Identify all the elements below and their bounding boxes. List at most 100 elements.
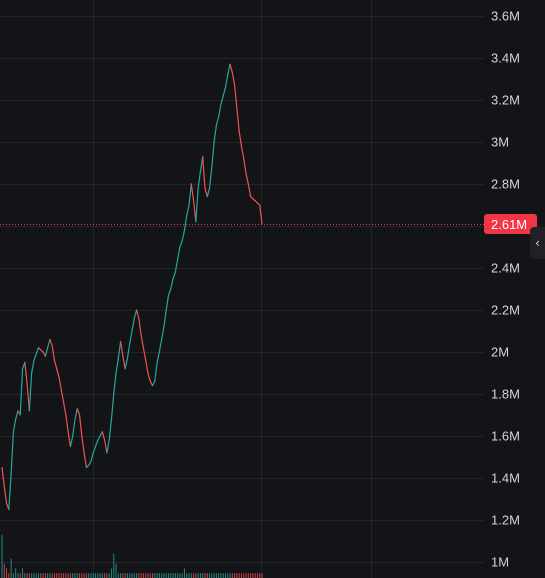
volume-bar [10, 558, 12, 578]
series-segment [192, 200, 197, 223]
volume-bar [222, 573, 224, 578]
y-tick-label: 1.8M [491, 387, 520, 402]
volume-bar [92, 573, 94, 578]
series-segment [122, 355, 126, 370]
volume-bar [243, 573, 245, 578]
volume-bar [229, 573, 231, 578]
price-badge-background [484, 214, 537, 234]
volume-bar [204, 573, 206, 578]
volume-bar [58, 573, 60, 578]
volume-bar [99, 573, 101, 578]
y-tick-label: 3.6M [491, 9, 520, 24]
volume-bar [44, 573, 46, 578]
volume-bar [256, 573, 258, 578]
series-segment [142, 347, 147, 361]
volume-bar [53, 573, 55, 578]
volume-bar [245, 573, 247, 578]
series-segment [183, 214, 188, 231]
series-segment [186, 204, 190, 217]
volume-bar [15, 568, 17, 578]
series-segment [72, 418, 76, 437]
volume-bar [31, 573, 33, 578]
series-segment [224, 74, 229, 89]
volume-bar [124, 573, 126, 578]
series-segment [222, 86, 227, 97]
series-segment [49, 338, 53, 347]
series-segment [151, 380, 156, 387]
series-segment [129, 330, 133, 345]
series-segment [88, 460, 92, 466]
volume-bar [17, 573, 19, 578]
volume-bar [234, 573, 236, 578]
price-axis[interactable]: 3.6M3.4M3.2M3M2.8M2.6M2.4M2.2M2M1.8M1.6M… [491, 9, 520, 570]
series-segment [167, 288, 172, 296]
volume-bar [161, 573, 163, 578]
series-segment [58, 376, 62, 391]
series-segment [124, 357, 129, 370]
volume-bar [247, 573, 249, 578]
series-segment [206, 187, 211, 198]
volume-bar [152, 573, 154, 578]
series-segment [147, 372, 151, 382]
volume-bar [186, 573, 188, 578]
volume-bar [117, 573, 119, 578]
volume-bar [206, 573, 208, 578]
series-segment [24, 361, 28, 385]
volume-bar [129, 573, 131, 578]
series-segment [204, 187, 208, 198]
series-segment [26, 382, 30, 412]
series-segment [195, 187, 199, 223]
volume-bar [90, 573, 92, 578]
volume-bar [49, 573, 51, 578]
volume-bar [40, 573, 42, 578]
series-segment [197, 170, 202, 189]
series-segment [177, 246, 181, 261]
series-segment [31, 359, 35, 374]
collapse-panel-button[interactable]: ‹ [530, 227, 545, 259]
volume-bar [104, 573, 106, 578]
series-segment [12, 418, 17, 433]
volume-bar [209, 573, 211, 578]
series-segment [3, 485, 8, 504]
series-segment [161, 326, 165, 340]
series-segment [131, 317, 135, 332]
volume-bar [165, 573, 167, 578]
series-segment [202, 156, 206, 189]
volume-bar [163, 573, 165, 578]
volume-bar [220, 573, 222, 578]
volume-bar [81, 573, 83, 578]
series-segment [101, 431, 106, 441]
series-segment [28, 372, 33, 412]
y-tick-label: 1.6M [491, 429, 520, 444]
volume-bar [74, 573, 76, 578]
volume-bar [126, 573, 128, 578]
volume-bar [158, 573, 160, 578]
y-tick-label: 1.4M [491, 471, 520, 486]
volume-bar [88, 573, 90, 578]
volume-bar [42, 573, 44, 578]
volume-bar [19, 573, 21, 578]
volume-bar [65, 573, 67, 578]
volume-bar [133, 573, 135, 578]
volume-bar [167, 573, 169, 578]
volume-bar [236, 573, 238, 578]
y-tick-label: 2M [491, 345, 509, 360]
volume-bar [35, 573, 37, 578]
series-segment [108, 418, 113, 441]
y-tick-label: 1.2M [491, 513, 520, 528]
series-segment [215, 116, 220, 126]
series-segment [113, 372, 117, 395]
volume-bar [28, 573, 30, 578]
series-segment [8, 473, 12, 511]
price-series [1, 63, 263, 511]
volume-bar [179, 573, 181, 578]
volume-bar [227, 573, 229, 578]
series-segment [158, 338, 163, 353]
volume-bar [259, 573, 261, 578]
series-segment [174, 259, 179, 273]
volume-bar [147, 573, 149, 578]
series-segment [135, 309, 140, 319]
series-segment [156, 351, 160, 364]
